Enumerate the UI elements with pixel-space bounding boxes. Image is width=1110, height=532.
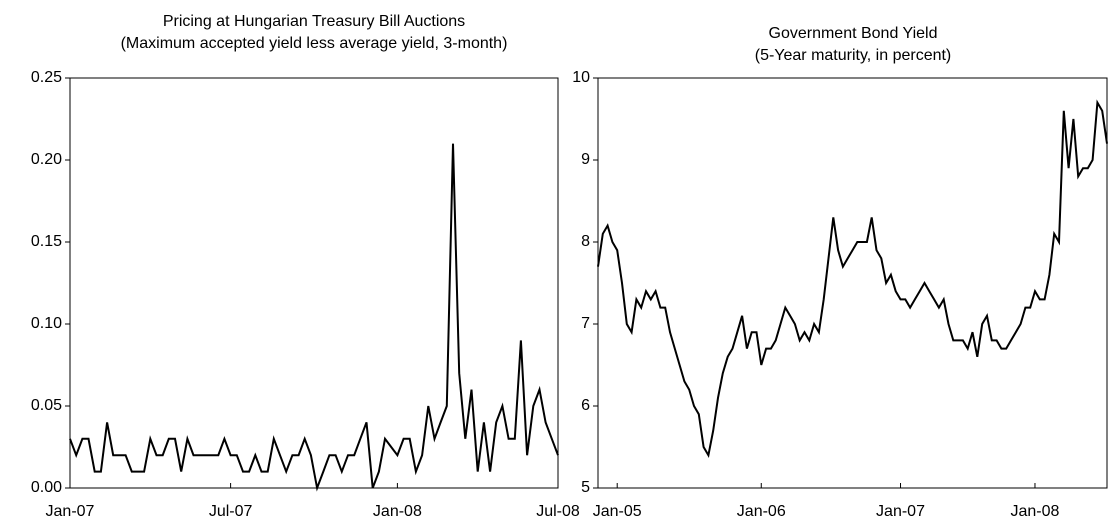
y-tick-label: 5 [581,479,590,496]
y-tick-label: 9 [581,151,590,168]
data-line [597,99,1108,458]
x-tick-label: Jan-08 [373,503,422,520]
x-tick-label: Jan-07 [46,503,95,520]
y-tick-label: 0.25 [31,69,62,86]
y-tick-label: 10 [572,69,590,86]
y-tick-label: 0.20 [31,151,62,168]
x-tick-label: Jan-07 [876,503,925,520]
y-tick-label: 0.10 [31,315,62,332]
chart-title: Pricing at Hungarian Treasury Bill Aucti… [163,13,465,30]
data-line [69,143,559,492]
plot-frame [597,77,1108,489]
x-tick-label: Jul-07 [209,503,253,520]
x-tick-label: Jan-08 [1011,503,1060,520]
x-tick-label: Jul-08 [536,503,580,520]
y-tick-label: 8 [581,233,590,250]
y-tick-label: 6 [581,397,590,414]
chart-subtitle: (5-Year maturity, in percent) [755,47,952,64]
x-tick-label: Jan-05 [593,503,642,520]
chart-title: Government Bond Yield [769,25,938,42]
y-tick-label: 0.15 [31,233,62,250]
plot-frame [69,77,559,489]
y-tick-label: 7 [581,315,590,332]
y-tick-label: 0.00 [31,479,62,496]
x-tick-label: Jan-06 [737,503,786,520]
chart-subtitle: (Maximum accepted yield less average yie… [121,35,508,52]
y-tick-label: 0.05 [31,397,62,414]
